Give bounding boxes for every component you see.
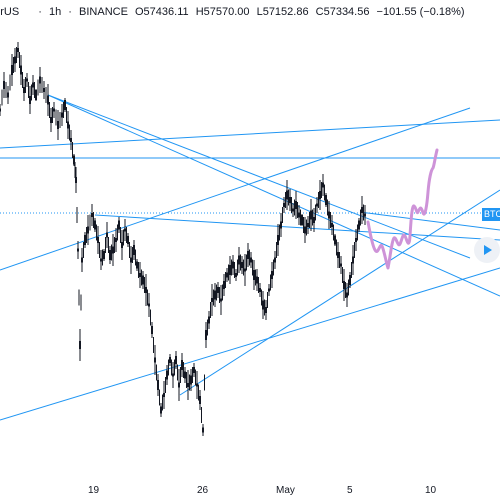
time-axis[interactable]: 19 26 May 5 10 — [0, 478, 500, 500]
trendline[interactable] — [47, 94, 500, 297]
ohlc-open: O57436.11 — [135, 6, 189, 18]
ohlc-low: L57152.86 — [256, 6, 309, 18]
separator: · — [68, 6, 72, 18]
ohlc-high: H57570.00 — [195, 6, 250, 18]
trendline[interactable] — [94, 214, 500, 241]
candlestick-series — [0, 42, 366, 436]
time-tick-label: 10 — [425, 485, 437, 496]
trendline[interactable] — [47, 94, 471, 259]
exchange-label: BINANCE — [79, 6, 128, 18]
separator: · — [38, 6, 42, 18]
trendline[interactable] — [359, 211, 500, 231]
time-tick-label: May — [276, 485, 295, 496]
ohlc-close: C57334.56 — [315, 6, 370, 18]
price-change: −101.55 (−0.18%) — [376, 6, 465, 18]
time-tick-label: 26 — [197, 485, 209, 496]
symbol-name[interactable]: herUS — [0, 6, 20, 18]
projection-path[interactable] — [366, 148, 439, 270]
time-tick-label: 5 — [347, 485, 353, 496]
arrow-right-icon — [484, 245, 492, 255]
trendline[interactable] — [179, 189, 500, 396]
interval-label[interactable]: 1h — [48, 6, 62, 18]
symbol-header: herUS · 1h · BINANCE O57436.11 H57570.00… — [0, 6, 469, 24]
trendline[interactable] — [0, 119, 500, 149]
trendline[interactable] — [0, 267, 500, 421]
price-tag: BTC — [482, 208, 500, 221]
time-tick-label: 19 — [88, 485, 100, 496]
scroll-right-button[interactable] — [474, 237, 500, 263]
